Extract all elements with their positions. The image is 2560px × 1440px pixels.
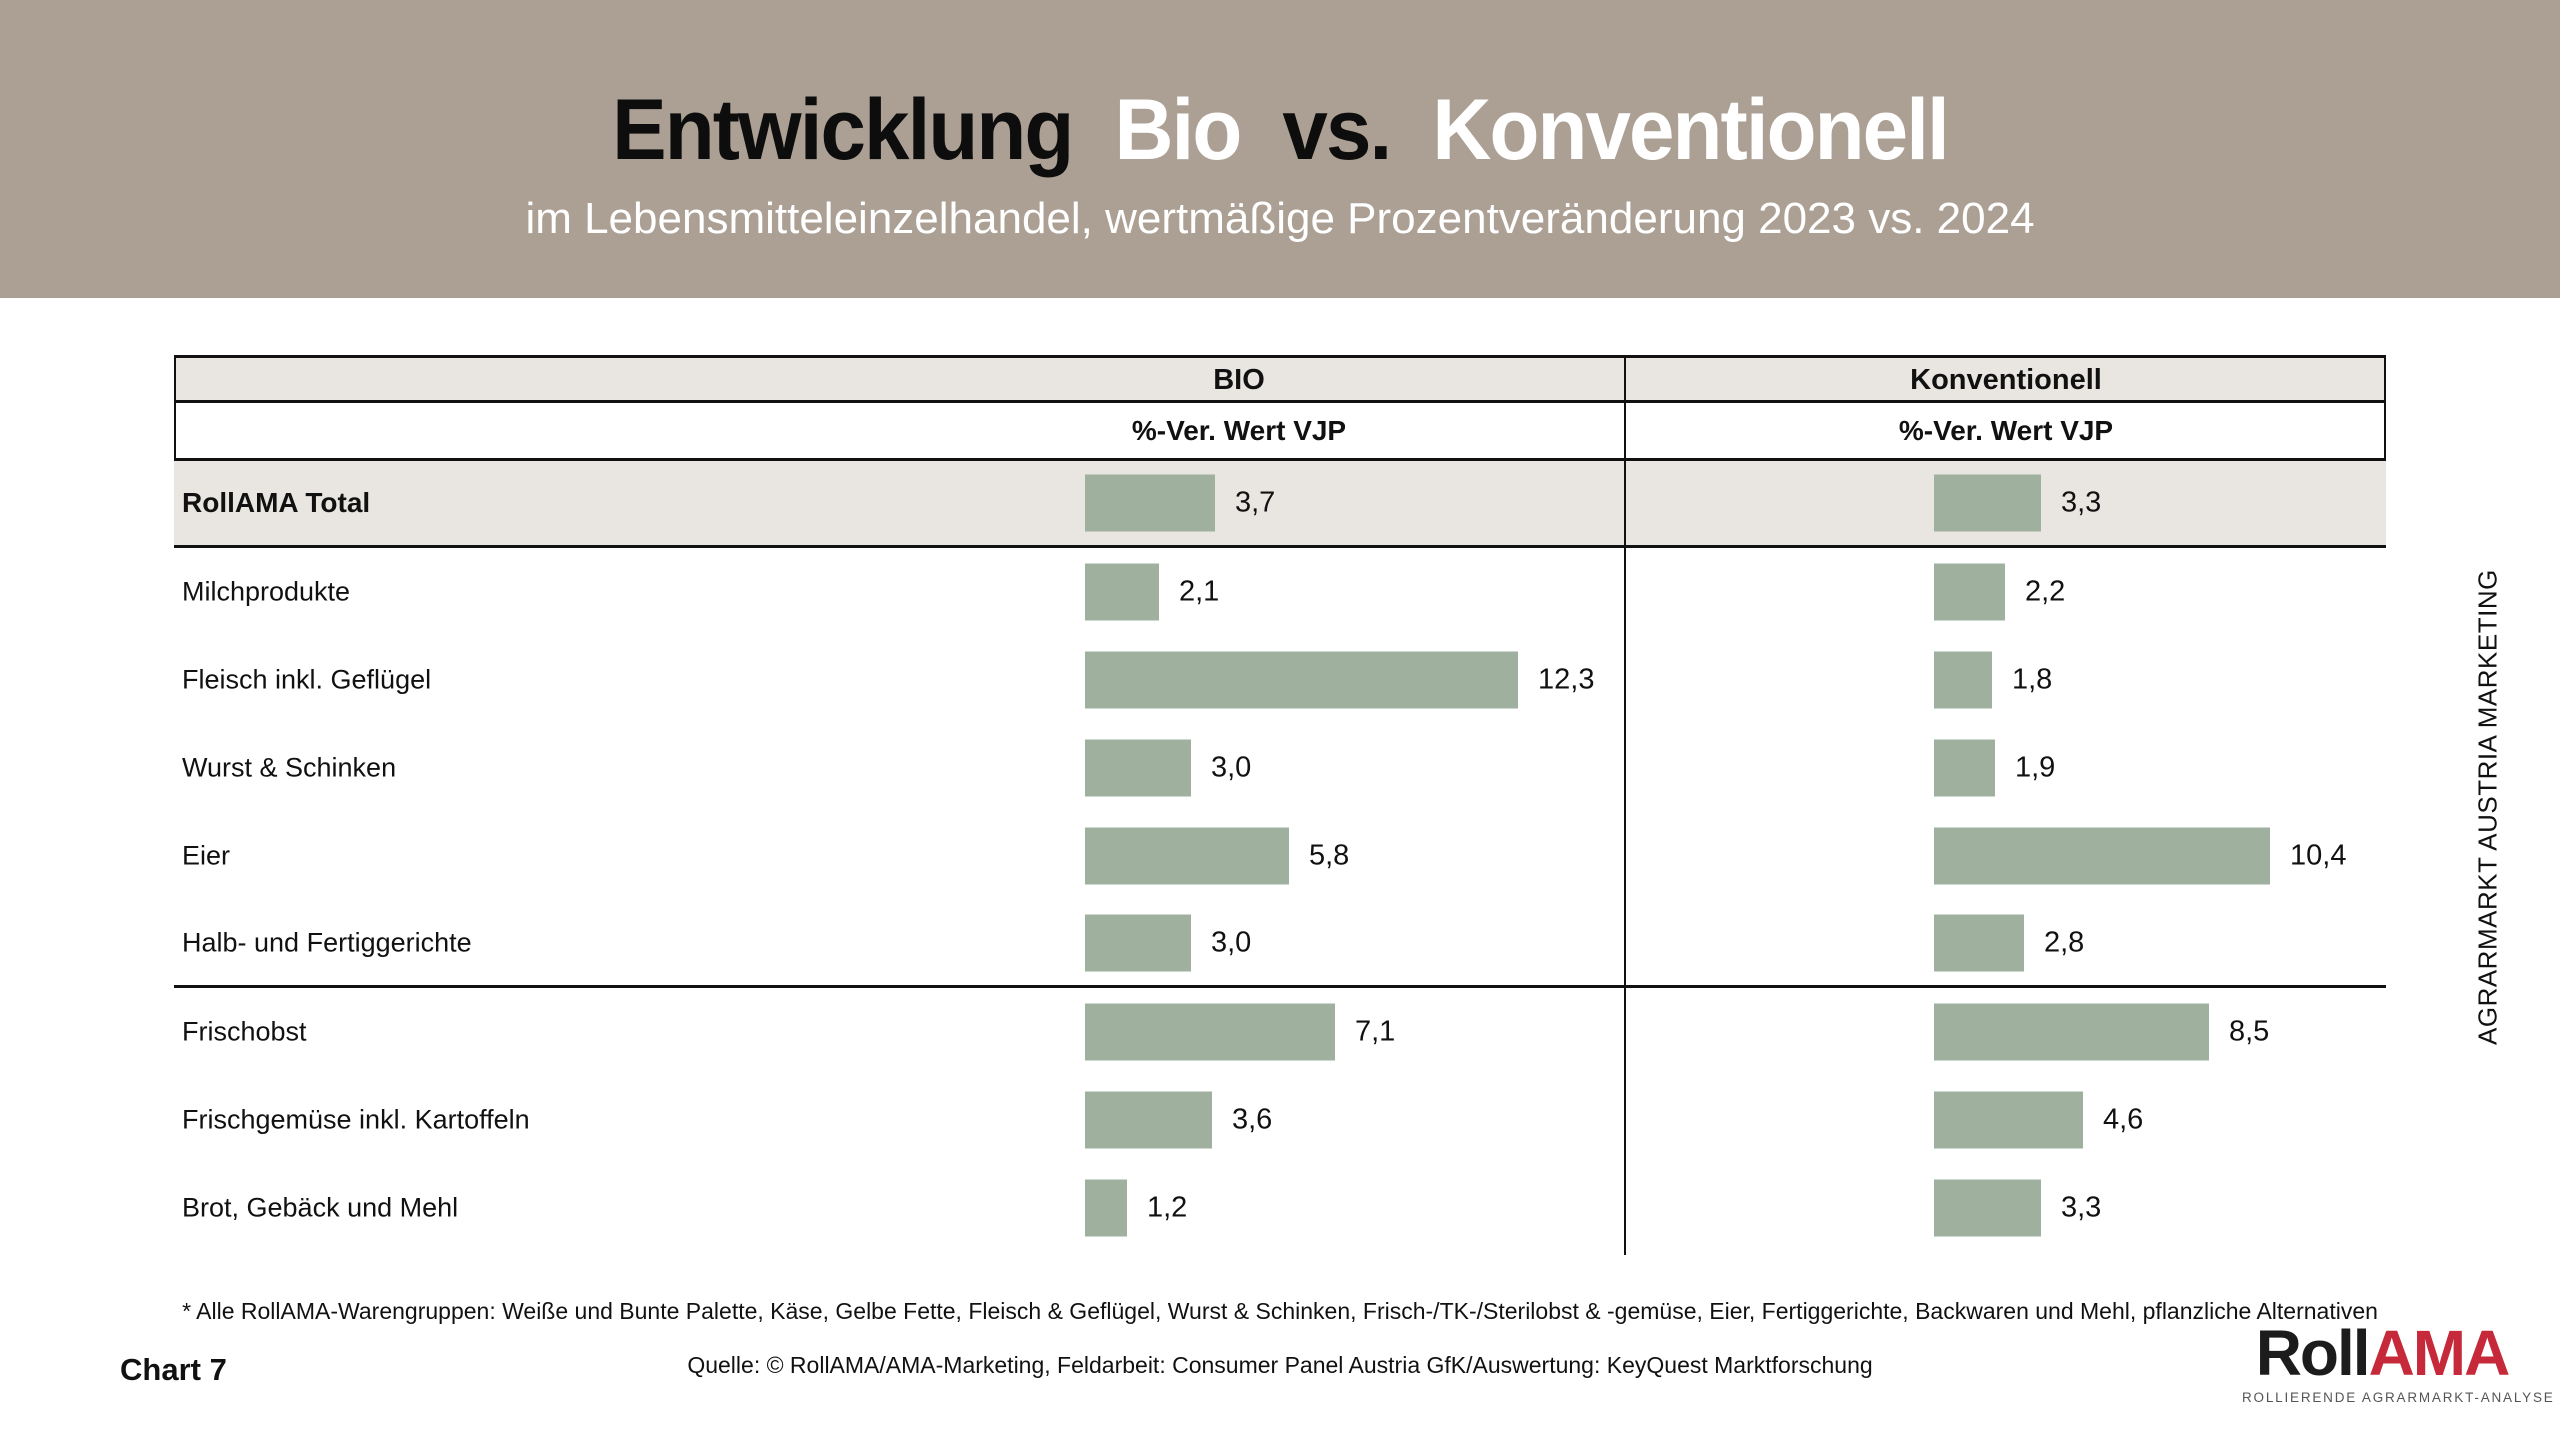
konventionell-bar — [1934, 651, 1992, 709]
bio-bar-group: 3,0 — [1085, 914, 1251, 971]
bio-value-label: 3,0 — [1211, 751, 1252, 784]
konventionell-bar-group: 3,3 — [1934, 1179, 2102, 1237]
konventionell-value-label: 2,8 — [2044, 926, 2085, 958]
category-label: Fleisch inkl. Geflügel — [182, 664, 432, 695]
title-text-entwicklung: Entwicklung — [612, 81, 1074, 178]
bio-bar-group: 5,8 — [1085, 827, 1350, 885]
table-metric-row: %-Ver. Wert VJP %-Ver. Wert VJP — [174, 403, 2386, 461]
category-label: Brot, Gebäck und Mehl — [182, 1192, 459, 1223]
title-text-bio: Bio — [1114, 81, 1242, 178]
bio-bar — [1085, 651, 1518, 709]
bio-bar — [1085, 563, 1159, 621]
page-title: Entwicklung Bio vs. Konventionell — [612, 81, 1950, 180]
bio-bar — [1085, 1003, 1335, 1061]
bio-value-label: 7,1 — [1355, 1015, 1396, 1048]
konventionell-bar — [1934, 1179, 2041, 1237]
konventionell-bar — [1934, 474, 2041, 532]
category-label: Frischgemüse inkl. Kartoffeln — [182, 1104, 530, 1135]
category-label: Halb- und Fertiggerichte — [182, 927, 472, 957]
bio-column-header: BIO — [1213, 364, 1265, 396]
page-subtitle: im Lebensmitteleinzelhandel, wertmäßige … — [525, 193, 2035, 243]
bio-bar-group: 12,3 — [1085, 651, 1595, 709]
table-row: Halb- und Fertiggerichte 3,0 2,8 — [174, 900, 2386, 988]
logo-wordmark-roll: Roll — [2255, 1317, 2371, 1389]
table-row: RollAMA Total 3,7 3,3 — [174, 461, 2386, 548]
logo-wordmark-ama: AMA — [2368, 1317, 2511, 1389]
bio-value-label: 1,2 — [1147, 1191, 1188, 1224]
konventionell-bar — [1934, 827, 2270, 885]
category-label: RollAMA Total — [182, 487, 371, 518]
side-label: AGRARMARKT AUSTRIA MARKETING — [2472, 569, 2503, 1045]
bio-value-label: 3,6 — [1232, 1103, 1273, 1136]
bio-bar — [1085, 827, 1289, 885]
konventionell-bar-group: 2,8 — [1934, 914, 2084, 971]
category-label: Wurst & Schinken — [182, 752, 397, 783]
konventionell-bar — [1934, 739, 1995, 797]
konventionell-value-label: 8,5 — [2229, 1015, 2270, 1048]
bio-bar-group: 7,1 — [1085, 1003, 1396, 1061]
konventionell-value-label: 10,4 — [2290, 839, 2347, 872]
bio-value-label: 12,3 — [1538, 663, 1595, 696]
bio-bar — [1085, 914, 1191, 971]
table-body: RollAMA Total 3,7 3,3 Milchprodukte 2,1 2,2 Fl… — [174, 461, 2386, 1252]
title-text-vs: vs. — [1282, 81, 1392, 178]
chart-number: Chart 7 — [120, 1352, 227, 1387]
konventionell-bar-group: 8,5 — [1934, 1003, 2270, 1061]
bio-value-label: 2,1 — [1179, 575, 1220, 608]
konventionell-bar-group: 10,4 — [1934, 827, 2347, 885]
table-row: Frischgemüse inkl. Kartoffeln 3,6 4,6 — [174, 1076, 2386, 1164]
table-row: Brot, Gebäck und Mehl 1,2 3,3 — [174, 1164, 2386, 1252]
konventionell-value-label: 1,9 — [2015, 751, 2056, 784]
title-band: Entwicklung Bio vs. Konventionell im Leb… — [0, 0, 2560, 298]
konventionell-value-label: 1,8 — [2012, 663, 2053, 696]
bio-value-label: 5,8 — [1309, 839, 1350, 872]
bio-bar — [1085, 1091, 1212, 1149]
konventionell-value-label: 3,3 — [2061, 486, 2102, 519]
konventionell-bar — [1934, 914, 2024, 971]
bio-value-label: 3,7 — [1235, 486, 1276, 519]
table-row: Wurst & Schinken 3,0 1,9 — [174, 724, 2386, 812]
table-header-row: BIO Konventionell — [174, 355, 2386, 403]
konventionell-value-label: 2,2 — [2025, 575, 2066, 608]
bio-bar-group: 3,6 — [1085, 1091, 1273, 1149]
konventionell-value-label: 4,6 — [2103, 1103, 2144, 1136]
konventionell-bar-group: 3,3 — [1934, 474, 2102, 532]
bio-metric-header: %-Ver. Wert VJP — [1131, 415, 1347, 446]
footnote: * Alle RollAMA-Warengruppen: Weiße und B… — [182, 1298, 2378, 1324]
bio-bar-group: 3,0 — [1085, 739, 1252, 797]
category-label: Frischobst — [182, 1016, 307, 1047]
bio-bar — [1085, 1179, 1127, 1237]
konventionell-bar-group: 1,9 — [1934, 739, 2056, 797]
category-label: Eier — [182, 840, 231, 871]
bio-bar — [1085, 739, 1191, 797]
konventionell-bar-group: 4,6 — [1934, 1091, 2144, 1149]
konventionell-bar — [1934, 1003, 2209, 1061]
konventionell-bar-group: 2,2 — [1934, 563, 2066, 621]
bio-bar-group: 3,7 — [1085, 474, 1276, 532]
bio-bar-group: 2,1 — [1085, 563, 1220, 621]
category-label: Milchprodukte — [182, 576, 351, 607]
table-row: Fleisch inkl. Geflügel 12,3 1,8 — [174, 636, 2386, 724]
logo-tagline: ROLLIERENDE AGRARMARKT-ANALYSE — [2242, 1390, 2555, 1405]
data-table: BIO Konventionell %-Ver. Wert VJP %-Ver.… — [174, 355, 2386, 1255]
table-row: Frischobst 7,1 8,5 — [174, 988, 2386, 1076]
bio-bar — [1085, 474, 1215, 532]
konventionell-column-header: Konventionell — [1910, 364, 2102, 396]
table-row: Milchprodukte 2,1 2,2 — [174, 548, 2386, 636]
source-note: Quelle: © RollAMA/AMA-Marketing, Feldarb… — [687, 1352, 1873, 1378]
bio-bar-group: 1,2 — [1085, 1179, 1188, 1237]
konventionell-metric-header: %-Ver. Wert VJP — [1898, 415, 2114, 446]
table-row: Eier 5,8 10,4 — [174, 812, 2386, 900]
konventionell-bar — [1934, 563, 2005, 621]
rollama-logo: RollAMA ROLLIERENDE AGRARMARKT-ANALYSE — [2242, 1318, 2555, 1405]
logo-wordmark: RollAMA — [2242, 1318, 2522, 1388]
konventionell-bar — [1934, 1091, 2083, 1149]
title-text-konventionell: Konventionell — [1432, 81, 1949, 178]
column-divider — [1624, 355, 1626, 1255]
konventionell-bar-group: 1,8 — [1934, 651, 2053, 709]
bio-value-label: 3,0 — [1211, 926, 1252, 958]
konventionell-value-label: 3,3 — [2061, 1191, 2102, 1224]
